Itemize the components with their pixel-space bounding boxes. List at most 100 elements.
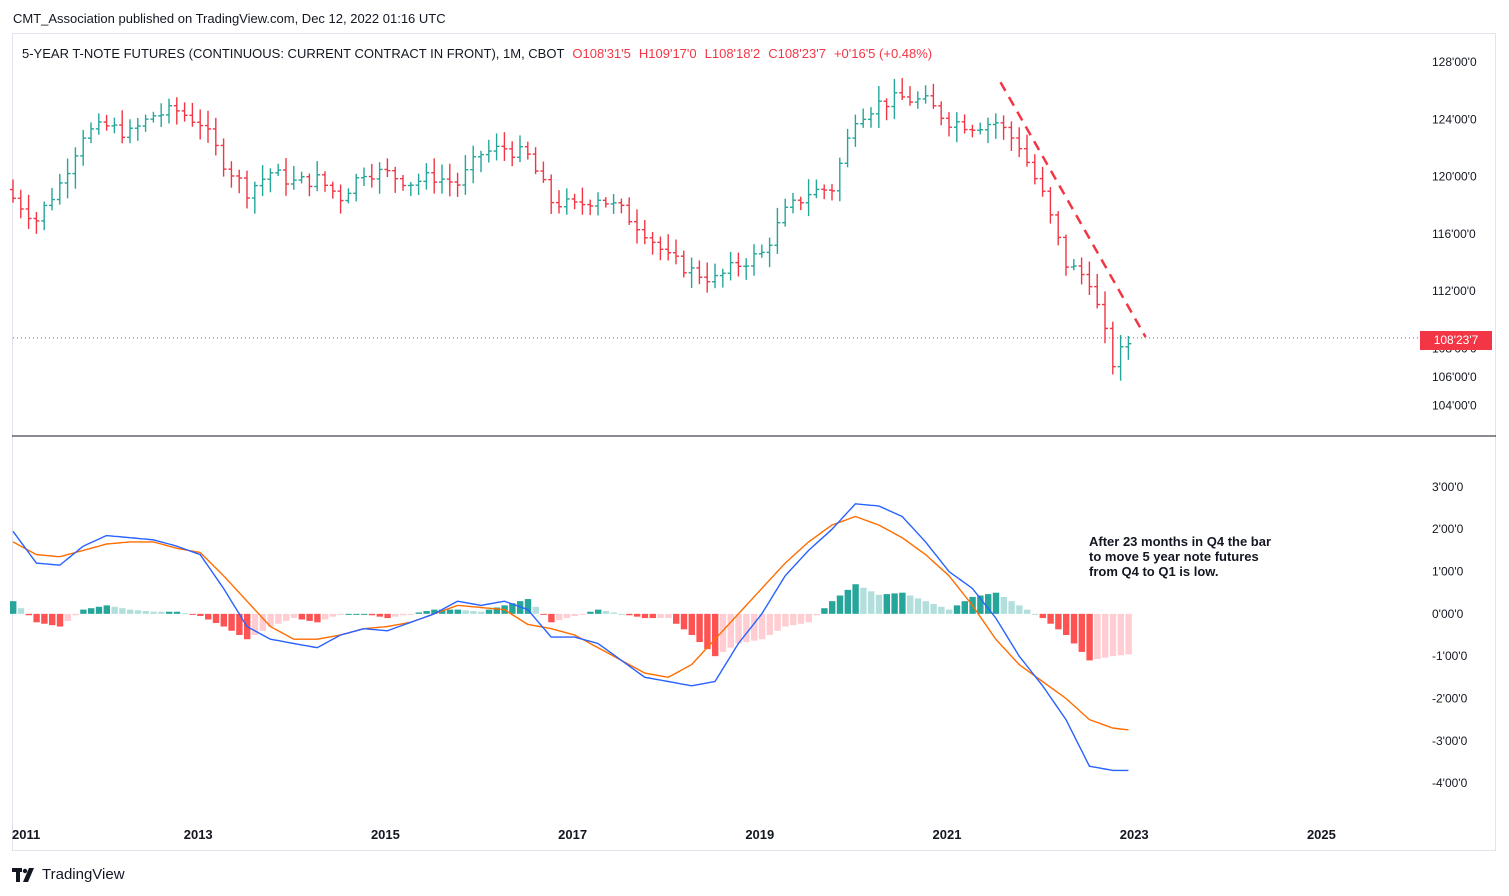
macd-histogram-bar[interactable]: [868, 591, 875, 614]
ohlc-bar[interactable]: [384, 158, 391, 178]
ohlc-bar[interactable]: [181, 102, 188, 122]
macd-histogram-bar[interactable]: [829, 601, 836, 614]
ohlc-bar[interactable]: [119, 110, 126, 144]
macd-histogram-bar[interactable]: [1000, 596, 1007, 614]
ohlc-bar[interactable]: [478, 150, 484, 173]
ohlc-bar[interactable]: [743, 258, 750, 280]
ohlc-bar[interactable]: [298, 171, 305, 184]
macd-histogram-bar[interactable]: [259, 613, 266, 631]
ohlc-bar[interactable]: [1031, 154, 1038, 185]
macd-histogram-bar[interactable]: [361, 613, 368, 615]
ohlc-bar[interactable]: [189, 102, 196, 127]
ohlc-bar[interactable]: [790, 192, 796, 214]
ohlc-bar[interactable]: [517, 135, 523, 163]
macd-histogram-bar[interactable]: [813, 613, 820, 616]
macd-histogram-bar[interactable]: [197, 613, 204, 616]
ohlc-bar[interactable]: [875, 85, 882, 128]
macd-histogram-bar[interactable]: [384, 613, 391, 619]
macd-histogram-bar[interactable]: [852, 584, 859, 614]
macd-histogram-bar[interactable]: [1047, 613, 1054, 624]
ohlc-bar[interactable]: [353, 173, 360, 202]
ohlc-bar[interactable]: [1024, 134, 1030, 167]
ohlc-bar[interactable]: [548, 174, 555, 214]
ohlc-bar[interactable]: [322, 171, 328, 192]
macd-histogram-bar[interactable]: [1109, 613, 1117, 657]
downtrend-line[interactable]: [999, 81, 1147, 338]
macd-histogram-bar[interactable]: [392, 613, 399, 617]
ohlc-bar[interactable]: [634, 209, 640, 244]
ohlc-bar[interactable]: [415, 173, 422, 196]
ohlc-bar[interactable]: [275, 163, 282, 176]
ohlc-bar[interactable]: [431, 158, 438, 194]
macd-histogram-bar[interactable]: [1055, 613, 1062, 630]
macd-histogram-bar[interactable]: [329, 613, 337, 617]
tradingview-brand[interactable]: TradingView: [12, 866, 125, 883]
macd-histogram-bar[interactable]: [649, 613, 656, 619]
macd-histogram-bar[interactable]: [72, 613, 79, 616]
ohlc-bar[interactable]: [836, 157, 843, 202]
macd-histogram-bar[interactable]: [961, 601, 968, 614]
macd-histogram-bar[interactable]: [166, 611, 173, 614]
macd-histogram-bar[interactable]: [938, 606, 945, 614]
ohlc-bar[interactable]: [1109, 321, 1116, 375]
macd-histogram-bar[interactable]: [641, 613, 649, 619]
ohlc-bar[interactable]: [704, 262, 711, 293]
macd-histogram-bar[interactable]: [173, 611, 181, 614]
macd-histogram-bar[interactable]: [1039, 613, 1046, 619]
macd-histogram-bar[interactable]: [634, 613, 641, 617]
macd-histogram-bar[interactable]: [953, 605, 961, 614]
ohlc-bar[interactable]: [556, 190, 562, 214]
ohlc-bar[interactable]: [470, 145, 477, 184]
ohlc-bar[interactable]: [673, 239, 679, 265]
macd-histogram-bar[interactable]: [688, 613, 695, 635]
macd-histogram-bar[interactable]: [696, 613, 703, 643]
macd-histogram-bar[interactable]: [205, 613, 212, 620]
macd-histogram-bar[interactable]: [907, 595, 914, 614]
ohlc-bar[interactable]: [821, 184, 828, 200]
ohlc-bar[interactable]: [251, 181, 258, 214]
macd-histogram-bar[interactable]: [400, 613, 407, 616]
ohlc-bar[interactable]: [618, 198, 625, 214]
ohlc-bar[interactable]: [306, 173, 313, 197]
ohlc-bar[interactable]: [946, 112, 952, 137]
ohlc-bar[interactable]: [602, 197, 609, 208]
ohlc-bar[interactable]: [1000, 115, 1007, 140]
ohlc-bar[interactable]: [56, 173, 63, 205]
macd-histogram-bar[interactable]: [587, 611, 594, 614]
macd-histogram-bar[interactable]: [992, 592, 1000, 614]
ohlc-bar[interactable]: [407, 181, 414, 197]
macd-histogram-bar[interactable]: [25, 613, 32, 616]
ohlc-bar[interactable]: [337, 184, 344, 214]
macd-histogram-bar[interactable]: [1031, 613, 1039, 615]
ohlc-bar[interactable]: [844, 128, 851, 168]
ohlc-bar[interactable]: [829, 184, 835, 201]
ohlc-bar[interactable]: [25, 194, 32, 229]
macd-histogram-bar[interactable]: [485, 609, 493, 614]
ohlc-bar[interactable]: [1055, 211, 1062, 246]
ohlc-bar[interactable]: [571, 193, 578, 210]
macd-histogram-bar[interactable]: [1024, 609, 1031, 614]
ohlc-bar[interactable]: [72, 147, 79, 189]
ohlc-bar[interactable]: [813, 179, 820, 199]
ohlc-bar[interactable]: [914, 91, 921, 109]
ohlc-bar[interactable]: [368, 163, 375, 188]
ohlc-bar[interactable]: [329, 181, 336, 199]
macd-histogram-bar[interactable]: [431, 609, 438, 614]
ohlc-bar[interactable]: [1094, 273, 1101, 309]
macd-histogram-bar[interactable]: [548, 613, 555, 623]
macd-histogram-bar[interactable]: [930, 603, 937, 614]
macd-histogram-bar[interactable]: [353, 613, 360, 615]
macd-histogram-bar[interactable]: [95, 606, 103, 614]
macd-histogram-bar[interactable]: [1125, 613, 1132, 655]
ohlc-bar[interactable]: [33, 211, 40, 234]
macd-histogram-bar[interactable]: [462, 610, 469, 614]
ohlc-bar[interactable]: [439, 164, 445, 194]
macd-histogram-bar[interactable]: [80, 609, 87, 614]
ohlc-bar[interactable]: [922, 85, 929, 104]
ohlc-bar[interactable]: [212, 117, 219, 156]
macd-histogram-bar[interactable]: [1086, 613, 1093, 661]
ohlc-bar[interactable]: [267, 168, 274, 193]
macd-histogram-bar[interactable]: [454, 609, 461, 614]
ohlc-bar[interactable]: [1016, 127, 1023, 158]
ohlc-bar[interactable]: [485, 139, 492, 163]
